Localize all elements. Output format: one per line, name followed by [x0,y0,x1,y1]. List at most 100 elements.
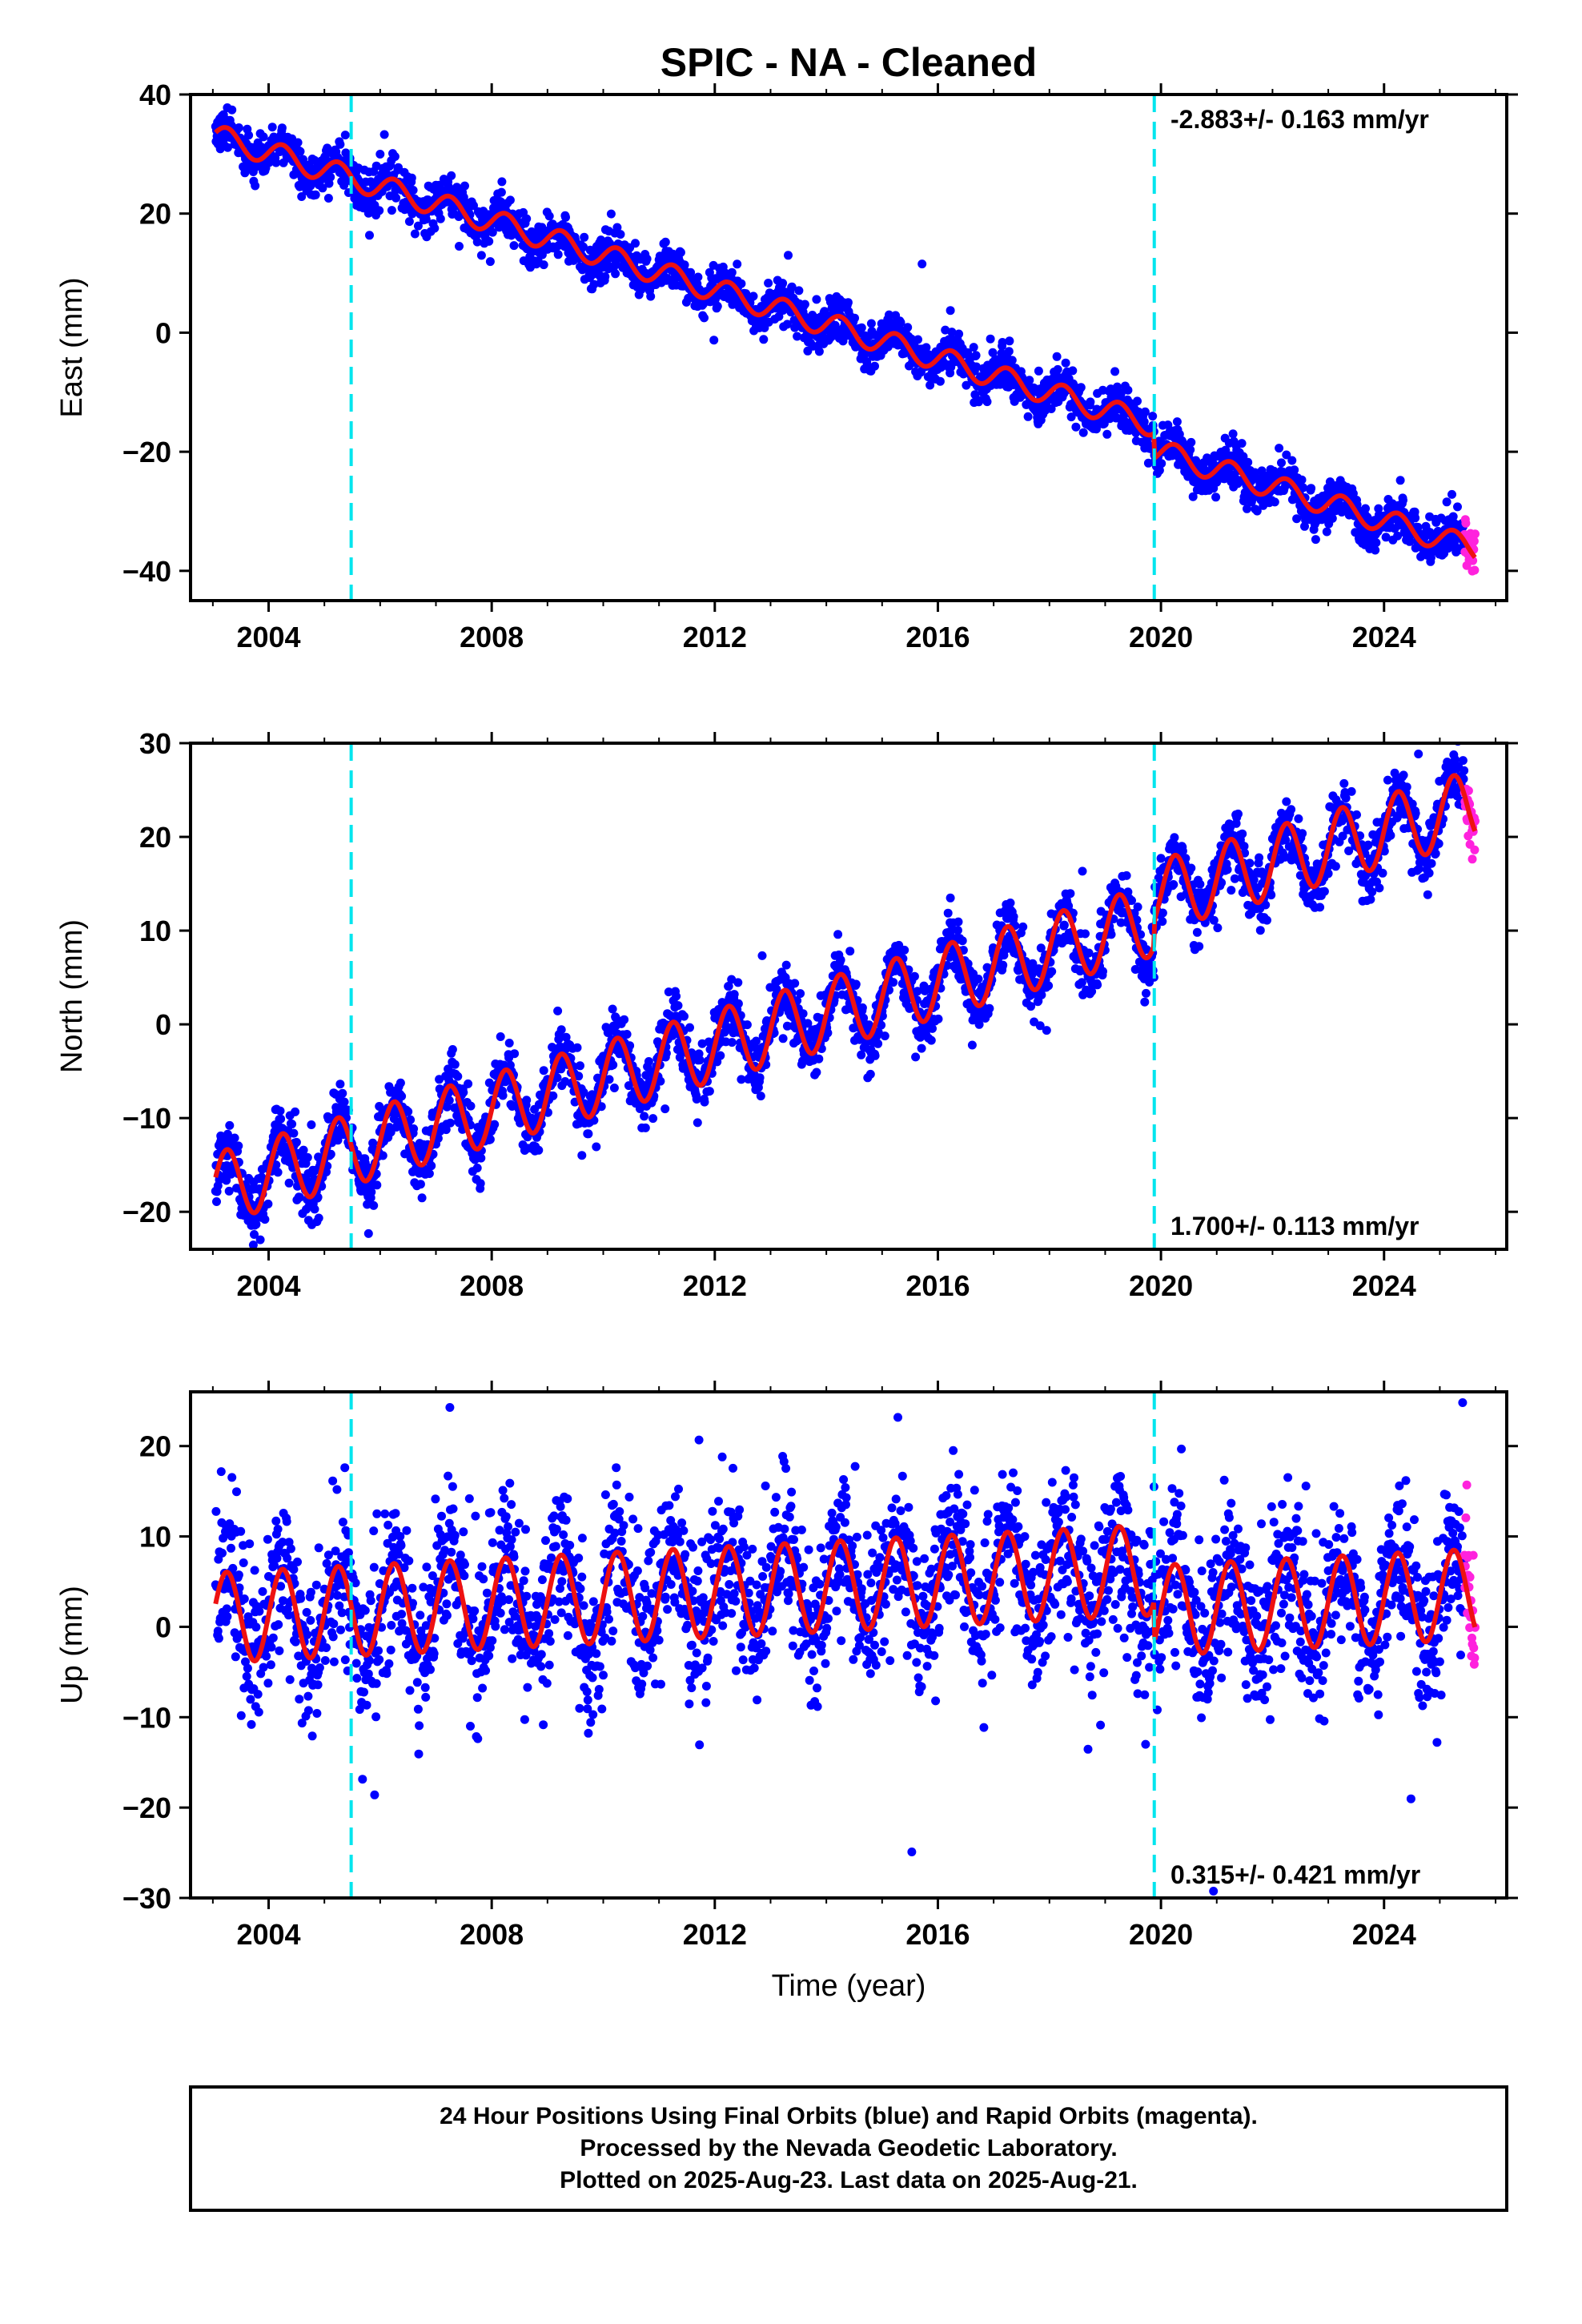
final-orbit-point [686,267,696,277]
final-orbit-point [472,237,482,247]
final-orbit-point [1287,456,1297,465]
final-orbit-point [911,1052,921,1062]
final-orbit-point [295,147,305,156]
final-orbit-point [1243,457,1253,467]
final-orbit-point [926,380,935,390]
final-orbit-point [273,1168,283,1177]
final-orbit-point [307,1120,316,1129]
final-orbit-point [223,143,232,152]
final-orbit-point [608,1060,618,1070]
final-orbit-point [705,1087,714,1096]
final-orbit-point [631,239,640,248]
final-orbit-point [446,1118,455,1128]
final-orbit-point [913,335,922,344]
final-orbit-point [917,259,927,269]
panel-north: 2004 2008 2012 2016 2020 20243020100−10−20Nor… [55,727,1518,1302]
final-orbit-point [640,1112,649,1121]
final-orbit-point [742,1020,752,1030]
final-orbit-point [943,908,953,918]
final-orbit-point [1102,429,1112,439]
final-orbit-point [338,1088,347,1098]
final-orbit-point [749,292,758,301]
final-orbit-point [404,217,414,227]
final-orbit-point [464,1079,473,1088]
final-orbit-point [946,306,955,316]
final-orbit-point [1068,366,1078,376]
final-orbit-point [733,978,743,987]
final-orbit-point [263,1199,273,1208]
final-orbit-point [326,1149,335,1159]
final-orbit-point [700,313,709,323]
final-orbit-point [612,223,622,232]
final-orbit-point [340,131,350,140]
final-orbit-point [291,1107,300,1116]
final-orbit-point [729,990,739,999]
final-orbit-point [1195,942,1204,951]
final-orbit-point [909,971,919,981]
final-orbit-point [685,1023,694,1032]
final-orbit-point [496,1032,505,1041]
final-orbit-point [800,300,809,309]
final-orbit-point [1327,513,1337,523]
final-orbit-point [814,347,824,356]
final-orbit-point [553,250,563,259]
final-orbit-point [988,348,998,357]
final-orbit-point [1143,458,1153,468]
x-tick-label: 2004 [236,621,300,653]
final-orbit-point [223,1129,232,1139]
final-orbit-point [798,1009,808,1019]
final-orbit-point [277,123,287,133]
final-orbit-point [406,1115,416,1124]
final-orbit-point [1169,880,1178,889]
final-orbit-point [212,1197,221,1206]
final-orbit-point [299,1145,308,1155]
final-orbit-point [1042,1026,1051,1035]
final-orbit-point [836,955,845,965]
final-orbit-point [335,139,345,149]
final-orbit-point [275,1106,285,1116]
final-orbit-point [244,131,254,140]
final-orbit-point [1290,465,1299,475]
final-orbit-point [986,334,995,344]
final-orbit-point [727,267,737,277]
final-orbit-point [365,231,374,240]
final-orbit-point [225,1120,235,1130]
final-orbit-point [1186,863,1196,873]
final-orbit-point [784,251,793,260]
final-orbit-point [787,282,797,292]
final-orbit-point [606,209,616,219]
final-orbit-point [1123,385,1133,395]
final-orbit-point [680,260,689,270]
final-orbit-point [921,343,931,352]
final-orbit-point [476,251,486,260]
final-orbit-point [1292,514,1302,524]
final-orbit-point [490,1120,500,1129]
final-orbit-point [295,1192,304,1202]
final-orbit-point [757,951,767,960]
final-orbit-point [553,1006,563,1015]
final-orbit-point [812,295,821,304]
final-orbit-point [1275,444,1284,453]
final-orbit-point [1211,493,1221,502]
final-orbit-point [1426,553,1435,562]
final-orbit-point [1034,366,1043,376]
final-orbit-point [850,313,859,323]
final-orbit-point [410,229,420,239]
final-orbit-point [609,1084,619,1092]
final-orbit-point [299,155,307,164]
final-orbit-point [1004,347,1014,356]
final-orbit-point [421,215,431,224]
final-orbit-point [417,1193,427,1203]
rapid-orbit-point [1471,529,1480,539]
final-orbit-point [672,991,681,1001]
final-orbit-point [234,123,243,132]
final-orbit-point [778,1034,788,1043]
final-orbit-point [759,335,769,344]
final-orbit-point [1005,336,1014,346]
final-orbit-point [251,181,260,191]
final-orbit-point [488,227,497,237]
final-orbit-point [1234,809,1243,818]
rapid-orbit-point [1470,565,1480,575]
final-orbit-point [1371,538,1381,548]
panels: 2004 2008 2012 2016 2020 202440200−20−40East … [55,78,1518,1951]
